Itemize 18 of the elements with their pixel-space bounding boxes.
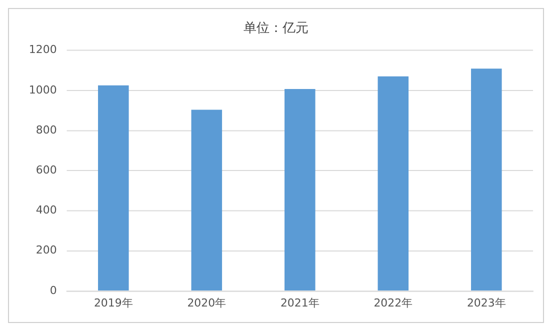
y-tick-label: 600 [36,164,57,177]
y-tick-label: 1200 [28,43,57,56]
chart-title: 单位：亿元 [243,21,309,36]
x-tick-label: 2023年 [466,296,506,310]
bar [378,76,409,290]
y-tick-label: 400 [36,204,57,217]
y-tick-label: 0 [50,284,57,297]
x-tick-label: 2020年 [187,296,226,310]
y-tick-label: 800 [36,123,57,136]
bar [284,89,316,290]
bar [98,85,129,290]
y-tick-label: 200 [36,244,57,257]
x-tick-label: 2019年 [94,296,133,310]
bar [191,110,222,290]
x-tick-label: 2021年 [280,296,320,310]
bar [471,68,502,290]
x-tick-label: 2022年 [374,296,413,310]
y-tick-label: 1000 [28,83,57,96]
